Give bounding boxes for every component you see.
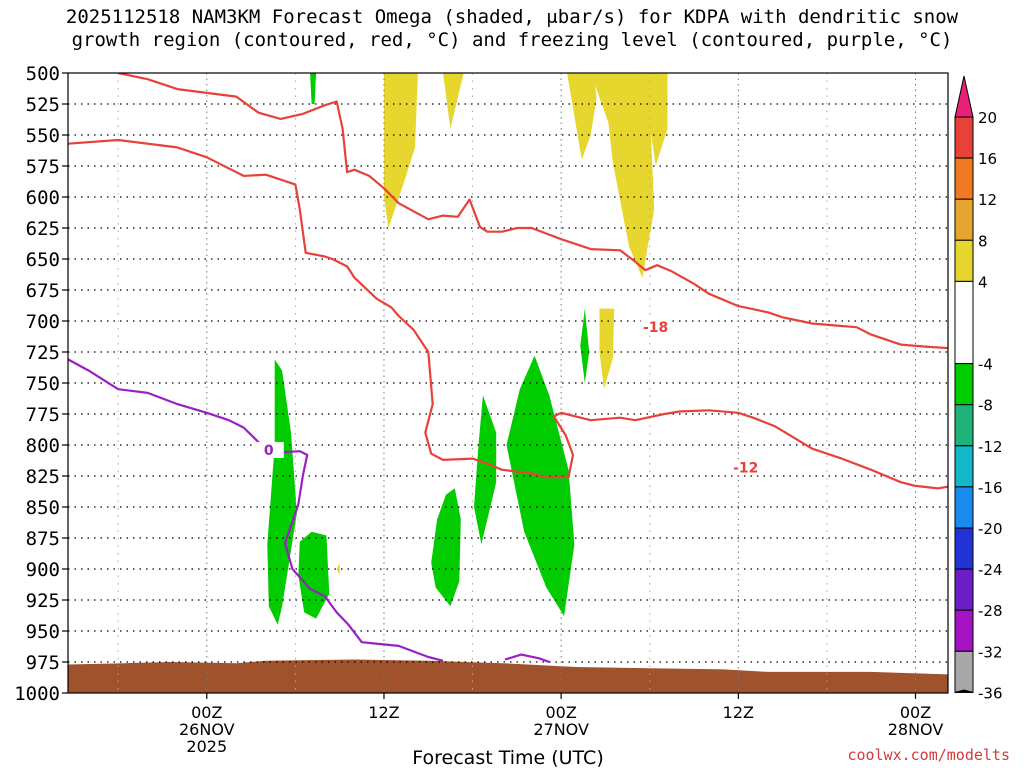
ground-surface: [68, 659, 948, 693]
y-tick-label-825: 825: [26, 466, 60, 488]
colorbar-label-12: 12: [978, 191, 997, 209]
colorbar-label-4: 4: [978, 273, 988, 291]
colorbar-label-20: 20: [978, 109, 997, 127]
x-axis-title: Forecast Time (UTC): [412, 747, 603, 768]
contour-label-freezing-level-0: 0: [264, 443, 274, 459]
y-tick-label-525: 525: [26, 94, 60, 116]
x-tick-label-48-1: 00Z: [900, 703, 931, 722]
colorbar-band-16-20: [954, 116, 974, 159]
y-tick-label-575: 575: [26, 156, 60, 178]
omega-yellow-f: [599, 308, 615, 390]
contour-freezing-level-0: [68, 358, 444, 662]
omega-green-d: [474, 395, 497, 545]
source-credit: coolwx.com/modelts: [847, 746, 1010, 764]
x-tick-label-36-1: 12Z: [723, 703, 754, 722]
y-tick-label-750: 750: [26, 373, 60, 395]
y-tick-label-775: 775: [26, 404, 60, 426]
colorbar-label--12: -12: [978, 438, 1003, 456]
colorbar-label--36: -36: [978, 684, 1003, 702]
terrain-layer: [68, 659, 948, 693]
contour-dgz-minus18: [117, 73, 948, 350]
colorbar-band--28--24: [954, 568, 974, 611]
omega-yellow-g: [336, 562, 340, 576]
x-tick-label-24-1: 00Z: [545, 703, 576, 722]
colorbar-upper-extension: [954, 75, 974, 118]
omega-yellow-e: [642, 73, 668, 166]
x-tick-label-24-2: 27NOV: [533, 720, 589, 739]
contour-label-bg-dgz-minus12: [730, 459, 761, 476]
x-tick-label-0-3: 2025: [186, 737, 227, 756]
omega-yellow-d: [590, 73, 655, 278]
omega-green-e: [506, 355, 575, 617]
x-tick-label-12-1: 12Z: [368, 703, 399, 722]
colorbar-label--24: -24: [978, 561, 1003, 579]
y-tick-label-925: 925: [26, 590, 60, 612]
y-tick-label-600: 600: [26, 187, 60, 209]
y-tick-label-900: 900: [26, 559, 60, 581]
y-tick-label-725: 725: [26, 342, 60, 364]
contour-label-dgz-minus18: -18: [643, 320, 668, 336]
contour-label-dgz-minus12: -12: [733, 460, 758, 476]
colorbar-label--32: -32: [978, 643, 1003, 661]
y-tick-label-625: 625: [26, 218, 60, 240]
y-tick-label-550: 550: [26, 125, 60, 147]
chart-title-line2: growth region (contoured, red, °C) and f…: [71, 29, 953, 51]
omega-green-b: [298, 531, 330, 619]
colorbar-label--16: -16: [978, 479, 1003, 497]
omega-green-g: [310, 73, 317, 104]
omega-green-f: [580, 308, 590, 383]
x-tick-label-0-1: 00Z: [191, 703, 222, 722]
y-tick-label-1000: 1000: [14, 683, 60, 705]
omega-green-c: [431, 488, 461, 607]
y-tick-label-950: 950: [26, 621, 60, 643]
y-tick-label-675: 675: [26, 280, 60, 302]
colorbar-band--20--16: [954, 486, 974, 529]
colorbar-label--4: -4: [978, 356, 993, 374]
colorbar-band--36--32: [954, 650, 974, 693]
omega-yellow-a: [384, 73, 418, 228]
colorbar-label--8: -8: [978, 397, 993, 415]
contour-dgz-minus12: [68, 138, 948, 490]
contour-freezing-level-0-small: [504, 653, 550, 664]
omega-yellow-c: [561, 73, 597, 160]
colorbar-band--24--20: [954, 527, 974, 570]
y-tick-label-500: 500: [26, 63, 60, 85]
colorbar-band-4-8: [954, 239, 974, 282]
contour-layer: [68, 73, 948, 664]
colorbar: 20 16 12 8 4 -4 -8 -12 -16 -20 -24 -28 -32 -36: [954, 75, 1003, 702]
y-tick-label-650: 650: [26, 249, 60, 271]
colorbar-label--20: -20: [978, 520, 1003, 538]
omega-shading-layer: [267, 73, 668, 625]
colorbar-label-8: 8: [978, 232, 988, 250]
contour-label-bg-freezing-level-0: [253, 441, 284, 458]
y-tick-label-850: 850: [26, 497, 60, 519]
y-tick-label-800: 800: [26, 435, 60, 457]
y-tick-label-875: 875: [26, 528, 60, 550]
colorbar-band--32--28: [954, 609, 974, 652]
colorbar-label-16: 16: [978, 150, 997, 168]
chart-title-line1: 2025112518 NAM3KM Forecast Omega (shaded…: [65, 6, 959, 28]
axis-layer: 500 525 550 575 600 625 650 675 700 725 750 775 800 8…: [14, 63, 943, 756]
x-tick-label-0-2: 26NOV: [179, 720, 235, 739]
y-tick-label-700: 700: [26, 311, 60, 333]
colorbar-band-12-16: [954, 157, 974, 200]
x-tick-label-48-2: 28NOV: [888, 720, 944, 739]
omega-yellow-b: [443, 73, 464, 129]
contour-label-bg-dgz-minus18: [640, 319, 671, 336]
colorbar-band-8-12: [954, 198, 974, 241]
colorbar-band--12--8: [954, 404, 974, 447]
colorbar-label--28: -28: [978, 602, 1003, 620]
colorbar-band--4-4: [954, 280, 974, 365]
colorbar-band--16--12: [954, 445, 974, 488]
colorbar-band--8--4: [954, 363, 974, 406]
colorbar-lower-extension: [954, 689, 974, 693]
y-tick-label-975: 975: [26, 652, 60, 674]
contour-label-layer: -18 -12 0: [253, 319, 761, 476]
